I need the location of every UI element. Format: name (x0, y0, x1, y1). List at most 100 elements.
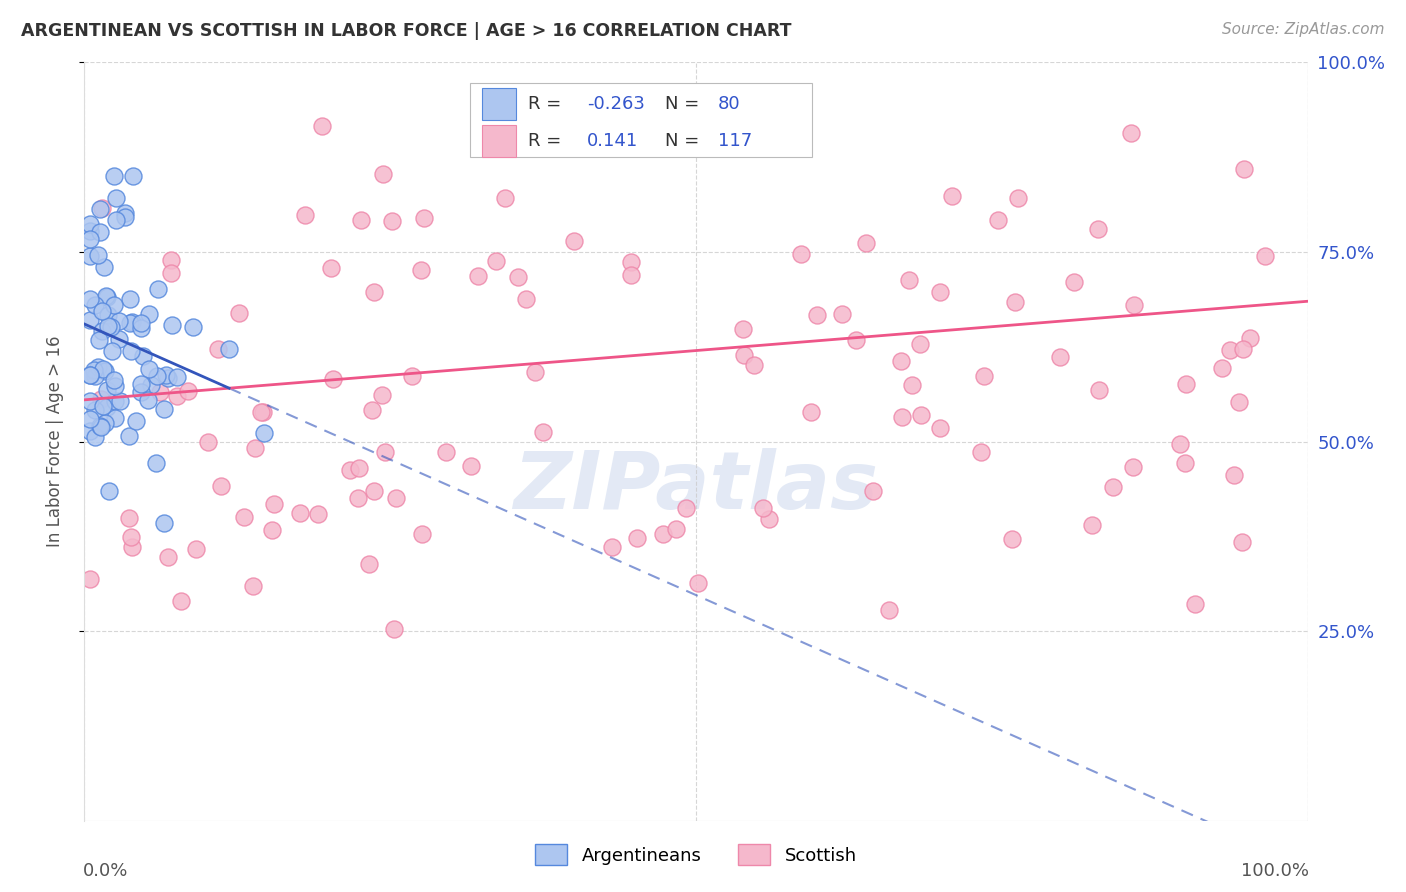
Point (177, 384, 200, 398)
Point (862, 484, 884, 499)
Point (129, 376, 152, 391)
Point (107, 314, 129, 328)
Text: 117: 117 (718, 132, 752, 150)
Point (97, 483, 120, 498)
Point (252, 405, 274, 419)
Point (157, 550, 180, 565)
Text: 100.0%: 100.0% (1241, 863, 1309, 880)
Point (1232, 535, 1254, 549)
Point (79, 292, 101, 306)
Point (665, 522, 688, 536)
Point (138, 307, 160, 321)
Point (104, 411, 127, 425)
Point (1004, 294, 1026, 309)
Point (1007, 191, 1029, 205)
Point (79, 411, 101, 425)
Point (156, 371, 179, 385)
Point (1087, 222, 1109, 236)
Text: 0.0%: 0.0% (83, 863, 128, 880)
Point (733, 348, 755, 362)
Text: 80: 80 (718, 95, 741, 112)
Point (91, 324, 114, 338)
Point (83, 402, 105, 417)
Point (409, 263, 432, 277)
Point (94, 364, 117, 378)
Point (1174, 456, 1197, 470)
Point (152, 401, 174, 416)
Point (1254, 249, 1277, 263)
Point (129, 384, 152, 399)
Point (121, 540, 143, 554)
Point (145, 456, 167, 470)
Point (87, 360, 110, 375)
Point (242, 579, 264, 593)
Point (93, 260, 115, 274)
Point (104, 394, 127, 409)
Point (1168, 437, 1191, 451)
Point (79, 572, 101, 586)
Point (1101, 480, 1123, 494)
Text: ARGENTINEAN VS SCOTTISH IN LABOR FORCE | AGE > 16 CORRELATION CHART: ARGENTINEAN VS SCOTTISH IN LABOR FORCE |… (21, 22, 792, 40)
Point (620, 255, 643, 269)
Point (84, 430, 107, 444)
Point (1184, 597, 1206, 611)
Point (91, 399, 114, 413)
Point (385, 491, 408, 505)
Point (347, 491, 370, 505)
Point (806, 308, 828, 322)
Point (831, 307, 853, 321)
Point (744, 358, 766, 372)
Point (789, 247, 811, 261)
Point (1223, 467, 1246, 482)
Text: R =: R = (529, 132, 568, 150)
Point (467, 269, 489, 284)
Point (350, 213, 373, 227)
Point (118, 316, 141, 330)
Point (103, 169, 125, 184)
Point (253, 425, 276, 440)
Point (910, 409, 932, 423)
Point (139, 378, 162, 392)
Point (1232, 342, 1254, 356)
Text: R =: R = (529, 95, 568, 112)
Point (686, 576, 709, 591)
Point (339, 463, 361, 477)
Point (122, 169, 145, 184)
Point (890, 409, 912, 424)
Point (373, 168, 395, 182)
Point (153, 516, 176, 530)
Point (758, 512, 780, 526)
Point (96, 383, 118, 397)
Point (108, 333, 131, 347)
Point (288, 507, 311, 521)
Point (91, 361, 114, 376)
Point (96, 308, 118, 322)
Text: -0.263: -0.263 (588, 95, 645, 112)
Point (531, 425, 554, 439)
Point (121, 315, 143, 329)
Bar (482, 125, 516, 157)
Text: ZIPatlas: ZIPatlas (513, 448, 879, 526)
Point (87, 248, 110, 262)
Point (90, 419, 112, 434)
Point (401, 369, 423, 384)
Point (108, 393, 131, 408)
Point (89, 419, 111, 434)
Point (79, 368, 101, 382)
Text: Source: ZipAtlas.com: Source: ZipAtlas.com (1222, 22, 1385, 37)
Text: 0.141: 0.141 (588, 132, 638, 150)
Point (973, 368, 995, 383)
Point (1081, 517, 1104, 532)
Point (209, 479, 232, 493)
Point (411, 527, 433, 541)
Point (928, 421, 950, 435)
Text: N =: N = (665, 132, 706, 150)
Point (1063, 275, 1085, 289)
Point (89, 202, 111, 217)
FancyBboxPatch shape (470, 83, 813, 157)
Point (233, 510, 256, 524)
Point (1175, 377, 1198, 392)
Point (138, 362, 160, 376)
Point (166, 389, 188, 403)
Point (97, 318, 120, 333)
